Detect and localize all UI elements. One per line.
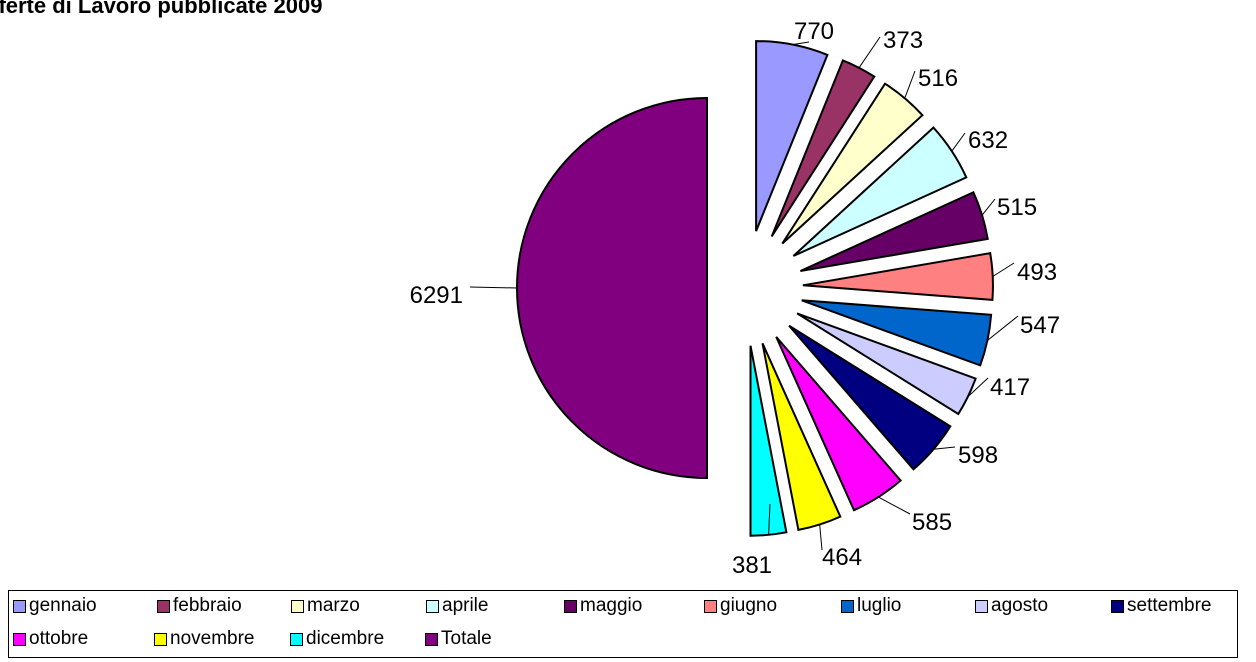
leader-line-totale xyxy=(469,286,518,289)
pie-slice-luglio xyxy=(801,299,993,367)
legend-label: settembre xyxy=(1127,595,1212,616)
data-label-aprile: 632 xyxy=(968,127,1008,154)
legend-item-maggio: maggio xyxy=(564,595,642,617)
legend-item-aprile: aprile xyxy=(426,595,488,617)
data-label-agosto: 417 xyxy=(990,374,1030,401)
chart-legend: gennaio febbraio marzo aprile maggio giugno lu… xyxy=(8,590,1238,658)
pie-slice-ottobre xyxy=(775,336,903,512)
data-label-giugno: 493 xyxy=(1017,259,1057,286)
legend-label: novembre xyxy=(170,628,255,649)
pie-slice-giugno xyxy=(802,252,994,301)
data-label-luglio: 547 xyxy=(1020,312,1060,339)
legend-item-ottobre: ottobre xyxy=(13,628,88,650)
legend-item-novembre: novembre xyxy=(154,628,255,650)
legend-item-febbraio: febbraio xyxy=(157,595,242,617)
data-label-maggio: 515 xyxy=(997,194,1037,221)
leader-line-dicembre xyxy=(768,503,771,535)
legend-swatch xyxy=(13,632,26,646)
leader-line-agosto xyxy=(967,377,989,398)
legend-swatch xyxy=(154,632,167,646)
data-label-ottobre: 585 xyxy=(912,509,952,536)
legend-item-luglio: luglio xyxy=(841,595,901,617)
leader-line-settembre xyxy=(933,446,956,450)
data-label-totale: 6291 xyxy=(410,282,463,309)
leader-line-gennaio xyxy=(792,41,810,46)
legend-item-gennaio: gennaio xyxy=(13,595,97,617)
pie-slice-totale xyxy=(516,96,708,480)
legend-label: luglio xyxy=(857,595,902,616)
legend-label: Totale xyxy=(441,628,492,649)
legend-label: agosto xyxy=(991,595,1049,616)
data-label-settembre: 598 xyxy=(958,442,998,469)
leader-line-febbraio xyxy=(858,36,881,69)
leader-line-aprile xyxy=(951,132,966,152)
pie-chart: 770 373 516 632 515 493 547 417 598 585 464 381 6291 xyxy=(410,18,1060,579)
pie-slice-gennaio xyxy=(755,40,829,232)
legend-swatch xyxy=(564,599,577,613)
leader-line-maggio xyxy=(981,198,996,216)
pie-slice-settembre xyxy=(788,324,952,471)
legend-label: ottobre xyxy=(29,628,89,649)
leader-line-ottobre xyxy=(878,496,911,515)
legend-label: dicembre xyxy=(306,628,385,649)
legend-swatch xyxy=(975,599,988,613)
legend-swatch xyxy=(426,599,439,613)
legend-item-marzo: marzo xyxy=(291,595,360,617)
legend-label: maggio xyxy=(580,595,643,616)
leader-line-marzo xyxy=(904,70,916,99)
legend-label: febbraio xyxy=(173,595,242,616)
data-label-novembre: 464 xyxy=(822,544,862,571)
pie-slice-agosto xyxy=(796,312,977,416)
data-label-marzo: 516 xyxy=(918,65,958,92)
leader-line-luglio xyxy=(987,315,1019,341)
legend-swatch xyxy=(704,599,717,613)
legend-item-totale: Totale xyxy=(425,628,492,650)
data-label-dicembre: 381 xyxy=(732,552,772,579)
leader-line-novembre xyxy=(819,524,823,551)
legend-item-giugno: giugno xyxy=(704,595,777,617)
legend-swatch xyxy=(425,632,438,646)
legend-label: aprile xyxy=(442,595,489,616)
data-label-gennaio: 770 xyxy=(794,18,834,45)
legend-item-settembre: settembre xyxy=(1111,595,1211,617)
legend-swatch xyxy=(13,599,26,613)
legend-swatch xyxy=(291,599,304,613)
legend-swatch xyxy=(1111,599,1124,613)
legend-item-dicembre: dicembre xyxy=(290,628,384,650)
pie-slice-maggio xyxy=(799,190,989,272)
legend-label: giugno xyxy=(720,595,778,616)
legend-label: marzo xyxy=(307,595,360,616)
pie-slice-novembre xyxy=(761,342,842,532)
legend-swatch xyxy=(841,599,854,613)
leader-line-giugno xyxy=(992,262,1015,277)
data-label-febbraio: 373 xyxy=(883,27,923,54)
legend-item-agosto: agosto xyxy=(975,595,1048,617)
legend-swatch xyxy=(290,632,303,646)
legend-label: gennaio xyxy=(29,595,97,616)
chart-title: Offerte di Lavoro pubblicate 2009 xyxy=(0,0,323,18)
legend-swatch xyxy=(157,599,170,613)
